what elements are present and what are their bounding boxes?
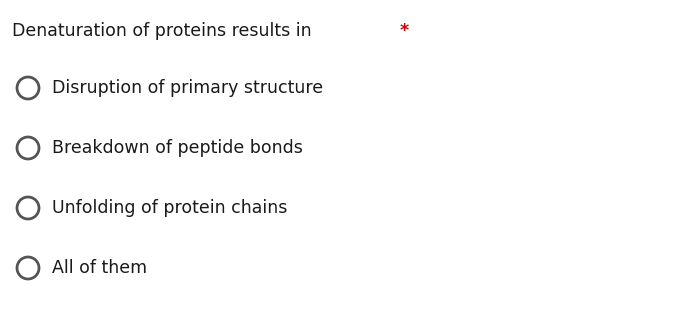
Text: Disruption of primary structure: Disruption of primary structure bbox=[52, 79, 323, 97]
Circle shape bbox=[17, 257, 39, 279]
Circle shape bbox=[17, 197, 39, 219]
Text: All of them: All of them bbox=[52, 259, 147, 277]
Text: Breakdown of peptide bonds: Breakdown of peptide bonds bbox=[52, 139, 303, 157]
Circle shape bbox=[17, 77, 39, 99]
Text: Unfolding of protein chains: Unfolding of protein chains bbox=[52, 199, 287, 217]
Text: *: * bbox=[399, 22, 409, 40]
Text: Denaturation of proteins results in: Denaturation of proteins results in bbox=[12, 22, 317, 40]
Circle shape bbox=[17, 137, 39, 159]
